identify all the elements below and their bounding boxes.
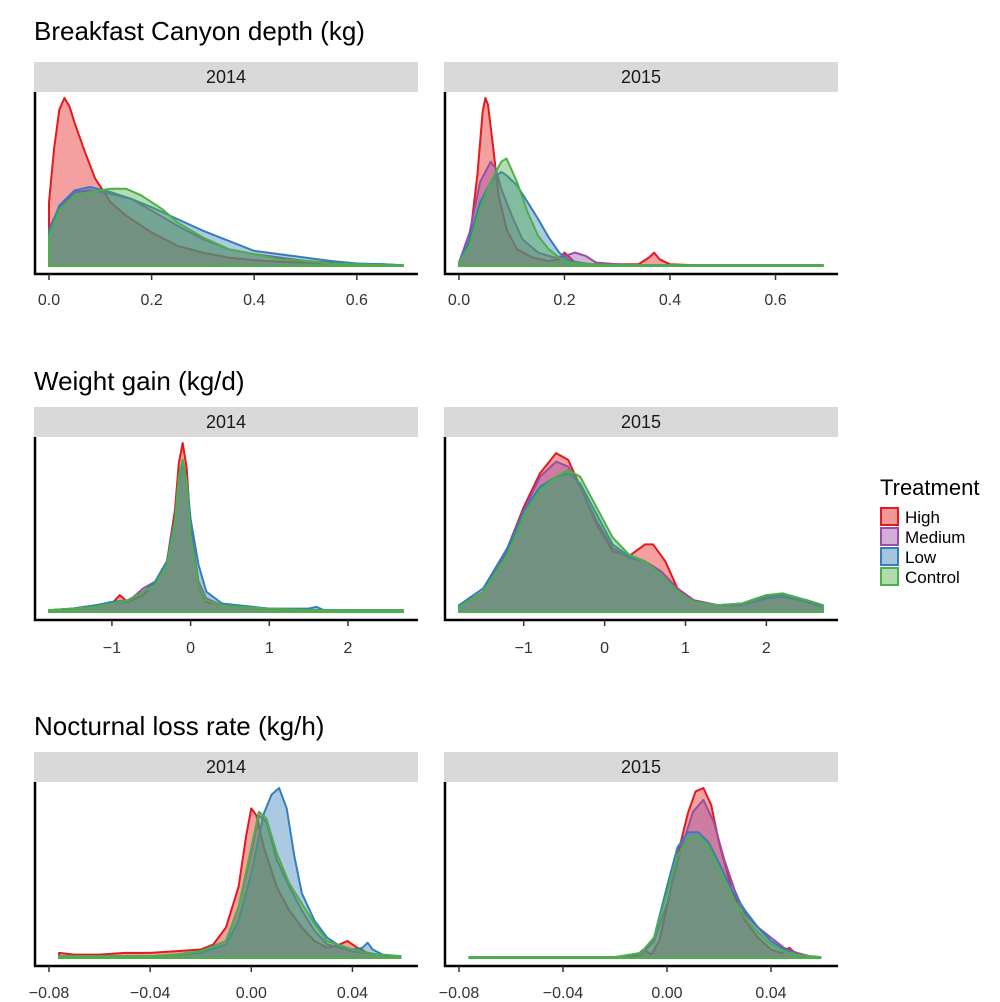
x-tick-label: −0.04 [543, 985, 584, 1002]
strip-background [34, 62, 418, 92]
strip-label: 2015 [621, 67, 661, 87]
legend-label-control: Control [905, 568, 960, 587]
panel-2014: 2014 −0.08 −0.04 0.00 0.04 [29, 752, 418, 1002]
legend-label-low: Low [905, 548, 937, 567]
density-low [48, 462, 404, 613]
x-tick-label: 0.00 [236, 985, 267, 1002]
legend-key-medium [880, 527, 899, 546]
legend-label-high: High [905, 508, 940, 527]
x-tick-label: −1 [515, 640, 533, 657]
x-tick-label: 0.04 [755, 985, 786, 1002]
strip-label: 2014 [206, 67, 246, 87]
legend-key-control [880, 567, 899, 586]
x-tick-label: 0.0 [448, 292, 470, 309]
x-tick-label: 2 [762, 640, 771, 657]
density-medium [48, 458, 404, 613]
x-tick-label: 0.00 [651, 985, 682, 1002]
panel-2015: 2015 −0.08 −0.04 0.00 0.04 [439, 752, 838, 1002]
row-title: Breakfast Canyon depth (kg) [34, 16, 365, 46]
x-tick-label: 0.04 [337, 985, 368, 1002]
density-high [468, 787, 822, 959]
x-tick-label: 0 [600, 640, 609, 657]
density-low [468, 831, 822, 959]
strip-background [444, 62, 838, 92]
x-tick-label: 0.2 [140, 292, 162, 309]
strip-label: 2015 [621, 757, 661, 777]
strip-label: 2014 [206, 412, 246, 432]
density-control [468, 834, 822, 959]
strip-background [34, 407, 418, 437]
x-tick-label: 1 [265, 640, 274, 657]
x-tick-label: −0.08 [29, 985, 70, 1002]
legend-title: Treatment [880, 475, 979, 500]
panel-2014: 2014 −1 0 1 2 [33, 407, 418, 657]
x-tick-label: 0.4 [243, 292, 265, 309]
x-tick-label: −1 [103, 640, 121, 657]
panel-2015: 2015 0.0 0.2 0.4 0.6 [443, 62, 838, 309]
x-tick-label: 2 [343, 640, 352, 657]
panel-2015: 2015 −1 0 1 2 [443, 407, 838, 657]
density-control [48, 187, 404, 267]
strip-label: 2015 [621, 412, 661, 432]
legend-label-medium: Medium [905, 528, 965, 547]
x-tick-label: 0.4 [659, 292, 681, 309]
x-tick-label: −0.04 [130, 985, 171, 1002]
x-tick-label: 0 [186, 640, 195, 657]
x-tick-label: 0.0 [38, 292, 60, 309]
panel-2014: 2014 0.0 0.2 0.4 0.6 [33, 62, 418, 309]
density-control [458, 157, 824, 267]
density-control [48, 458, 404, 613]
density-medium [468, 798, 822, 959]
strip-background [34, 752, 418, 782]
row-title: Nocturnal loss rate (kg/h) [34, 711, 324, 741]
x-tick-label: 0.6 [346, 292, 368, 309]
x-tick-label: −0.08 [439, 985, 480, 1002]
x-tick-label: 1 [681, 640, 690, 657]
legend-key-high [880, 507, 899, 526]
density-high [48, 442, 404, 613]
row-title: Weight gain (kg/d) [34, 366, 245, 396]
density-control [58, 810, 402, 959]
strip-label: 2014 [206, 757, 246, 777]
strip-background [444, 752, 838, 782]
x-tick-label: 0.2 [553, 292, 575, 309]
x-tick-label: 0.6 [764, 292, 786, 309]
strip-background [444, 407, 838, 437]
legend-key-low [880, 547, 899, 566]
density-control [458, 469, 824, 613]
